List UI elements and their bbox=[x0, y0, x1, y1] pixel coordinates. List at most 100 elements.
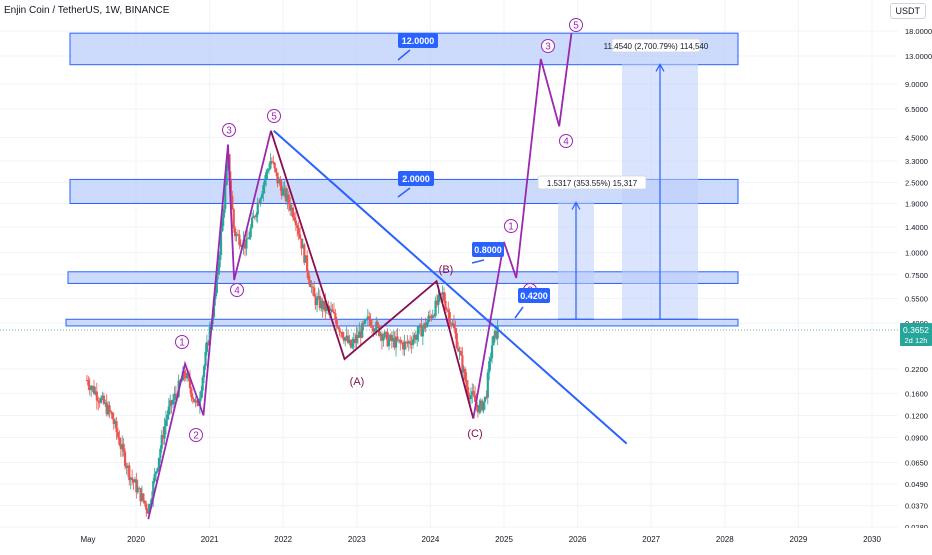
candle-body bbox=[362, 323, 365, 325]
candle bbox=[294, 211, 297, 231]
candle bbox=[269, 153, 272, 170]
candle bbox=[222, 205, 225, 227]
candle-body bbox=[195, 400, 199, 403]
candle bbox=[298, 226, 302, 240]
y-tick-label-7: 1.9000 bbox=[905, 199, 928, 208]
impulse-wave-line bbox=[147, 130, 272, 520]
candle-body bbox=[354, 338, 357, 343]
currency-button[interactable]: USDT bbox=[889, 3, 926, 19]
candle bbox=[119, 437, 122, 457]
candle-body bbox=[243, 240, 247, 249]
candle bbox=[486, 369, 489, 405]
x-tick-label-7: 2026 bbox=[569, 535, 587, 544]
candle bbox=[379, 331, 382, 342]
candle-body bbox=[442, 292, 446, 301]
projection-label-1-text: 1 bbox=[508, 222, 514, 233]
candle bbox=[334, 309, 337, 324]
candle bbox=[308, 275, 312, 288]
candle bbox=[111, 411, 114, 420]
candle-body bbox=[404, 341, 408, 343]
candle bbox=[232, 207, 235, 233]
impulse-label-5: 5 bbox=[267, 109, 281, 123]
candle-body bbox=[392, 338, 395, 342]
candle-body bbox=[146, 509, 149, 514]
candle bbox=[252, 209, 255, 219]
impulse-label-3-circle bbox=[222, 123, 236, 137]
candle bbox=[455, 327, 458, 350]
y-tick-label-8: 1.4000 bbox=[905, 223, 928, 232]
candle-body bbox=[207, 341, 210, 345]
candle-body bbox=[104, 402, 107, 404]
candle bbox=[136, 479, 139, 495]
candle-body bbox=[217, 267, 220, 275]
candle-body bbox=[376, 321, 379, 326]
impulse-label-1: 1 bbox=[175, 335, 189, 349]
candle-body bbox=[358, 331, 361, 338]
candle bbox=[320, 297, 323, 312]
candle bbox=[390, 331, 393, 349]
candle-body bbox=[132, 480, 135, 483]
candle bbox=[393, 331, 396, 351]
candle-body bbox=[272, 161, 275, 163]
candle-body bbox=[163, 426, 166, 439]
projection-label-5-circle bbox=[569, 18, 583, 32]
candle-body bbox=[464, 368, 467, 381]
impulse-label-3: 3 bbox=[222, 123, 236, 137]
candle bbox=[489, 352, 492, 371]
candle bbox=[389, 333, 392, 342]
candle-body bbox=[122, 443, 125, 452]
candle bbox=[296, 222, 299, 237]
projection-label-4-circle bbox=[559, 134, 573, 148]
candle bbox=[362, 320, 365, 330]
candle-body bbox=[335, 320, 338, 328]
candle bbox=[282, 181, 285, 197]
y-tick-label-14: 0.1600 bbox=[905, 389, 928, 398]
y-tick-label-11: 0.5500 bbox=[905, 295, 928, 304]
candle-body bbox=[238, 234, 241, 245]
candle-body bbox=[123, 451, 127, 467]
candle-body bbox=[390, 335, 393, 342]
candle-body bbox=[413, 334, 416, 340]
candle-body bbox=[219, 231, 223, 255]
candle-body bbox=[303, 244, 306, 263]
candle-body bbox=[202, 366, 206, 378]
candle-body bbox=[253, 216, 257, 218]
candle-body bbox=[294, 220, 297, 226]
impulse-label-2: 2 bbox=[189, 428, 203, 442]
candle bbox=[431, 309, 434, 320]
candle-body bbox=[159, 448, 162, 458]
candle bbox=[304, 255, 307, 263]
correction-label-1: (B) bbox=[439, 264, 454, 276]
candle bbox=[125, 462, 128, 475]
candle-body bbox=[450, 323, 453, 325]
y-tick-label-3: 6.5000 bbox=[905, 105, 928, 114]
candle-body bbox=[98, 401, 101, 403]
candle-body bbox=[133, 479, 137, 483]
candle-body bbox=[476, 404, 480, 413]
candle-body bbox=[157, 457, 161, 469]
candle-body bbox=[200, 390, 203, 399]
measure-caption-bg-1 bbox=[611, 38, 701, 53]
candle-body bbox=[399, 339, 402, 343]
candle-body bbox=[427, 315, 430, 323]
candle bbox=[201, 375, 204, 398]
candle bbox=[313, 281, 316, 297]
candle bbox=[411, 331, 415, 349]
candle-body bbox=[279, 180, 282, 187]
candle-body bbox=[440, 293, 443, 295]
candle-body bbox=[345, 335, 348, 338]
candle bbox=[204, 343, 207, 370]
candle-body bbox=[259, 198, 262, 204]
candle bbox=[256, 197, 259, 224]
candle bbox=[258, 199, 261, 205]
candle-body bbox=[289, 204, 292, 211]
candle bbox=[448, 308, 451, 329]
candle-body bbox=[349, 339, 352, 348]
candle bbox=[184, 368, 187, 381]
candle bbox=[126, 462, 129, 477]
candle bbox=[272, 155, 275, 165]
candle-body bbox=[193, 399, 196, 403]
